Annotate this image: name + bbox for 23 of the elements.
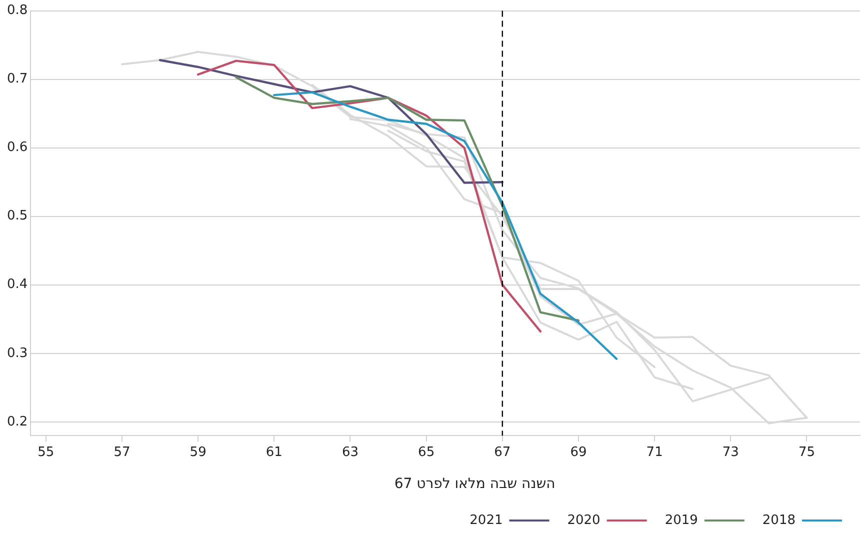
x-tick-label: 65	[418, 444, 435, 460]
y-tick-label: 0.3	[6, 346, 28, 361]
x-tick-label: 69	[570, 444, 587, 460]
legend-title: השנה שבה מלאו לפרט 67	[394, 476, 556, 492]
x-tick-label: 73	[722, 444, 739, 460]
x-tick-label: 71	[646, 444, 663, 460]
legend-label: 2020	[567, 512, 600, 528]
x-tick-label: 55	[38, 444, 54, 460]
legend-label: 2019	[664, 512, 698, 528]
y-tick-label: 0.7	[6, 72, 28, 87]
y-tick-label: 0.2	[6, 414, 28, 430]
x-tick-label: 57	[114, 444, 130, 460]
legend-label: 2018	[762, 512, 796, 528]
x-tick-label: 75	[798, 444, 816, 460]
x-tick-label: 59	[190, 444, 206, 460]
x-tick-label: 61	[266, 444, 282, 460]
legend-label: 2021	[470, 512, 503, 528]
y-tick-label: 0.5	[6, 208, 28, 224]
x-tick-label: 63	[342, 444, 359, 460]
y-tick-label: 0.8	[6, 3, 28, 18]
y-tick-label: 0.6	[6, 140, 28, 156]
x-tick-label: 67	[494, 444, 511, 460]
y-tick-label: 0.4	[6, 277, 28, 292]
